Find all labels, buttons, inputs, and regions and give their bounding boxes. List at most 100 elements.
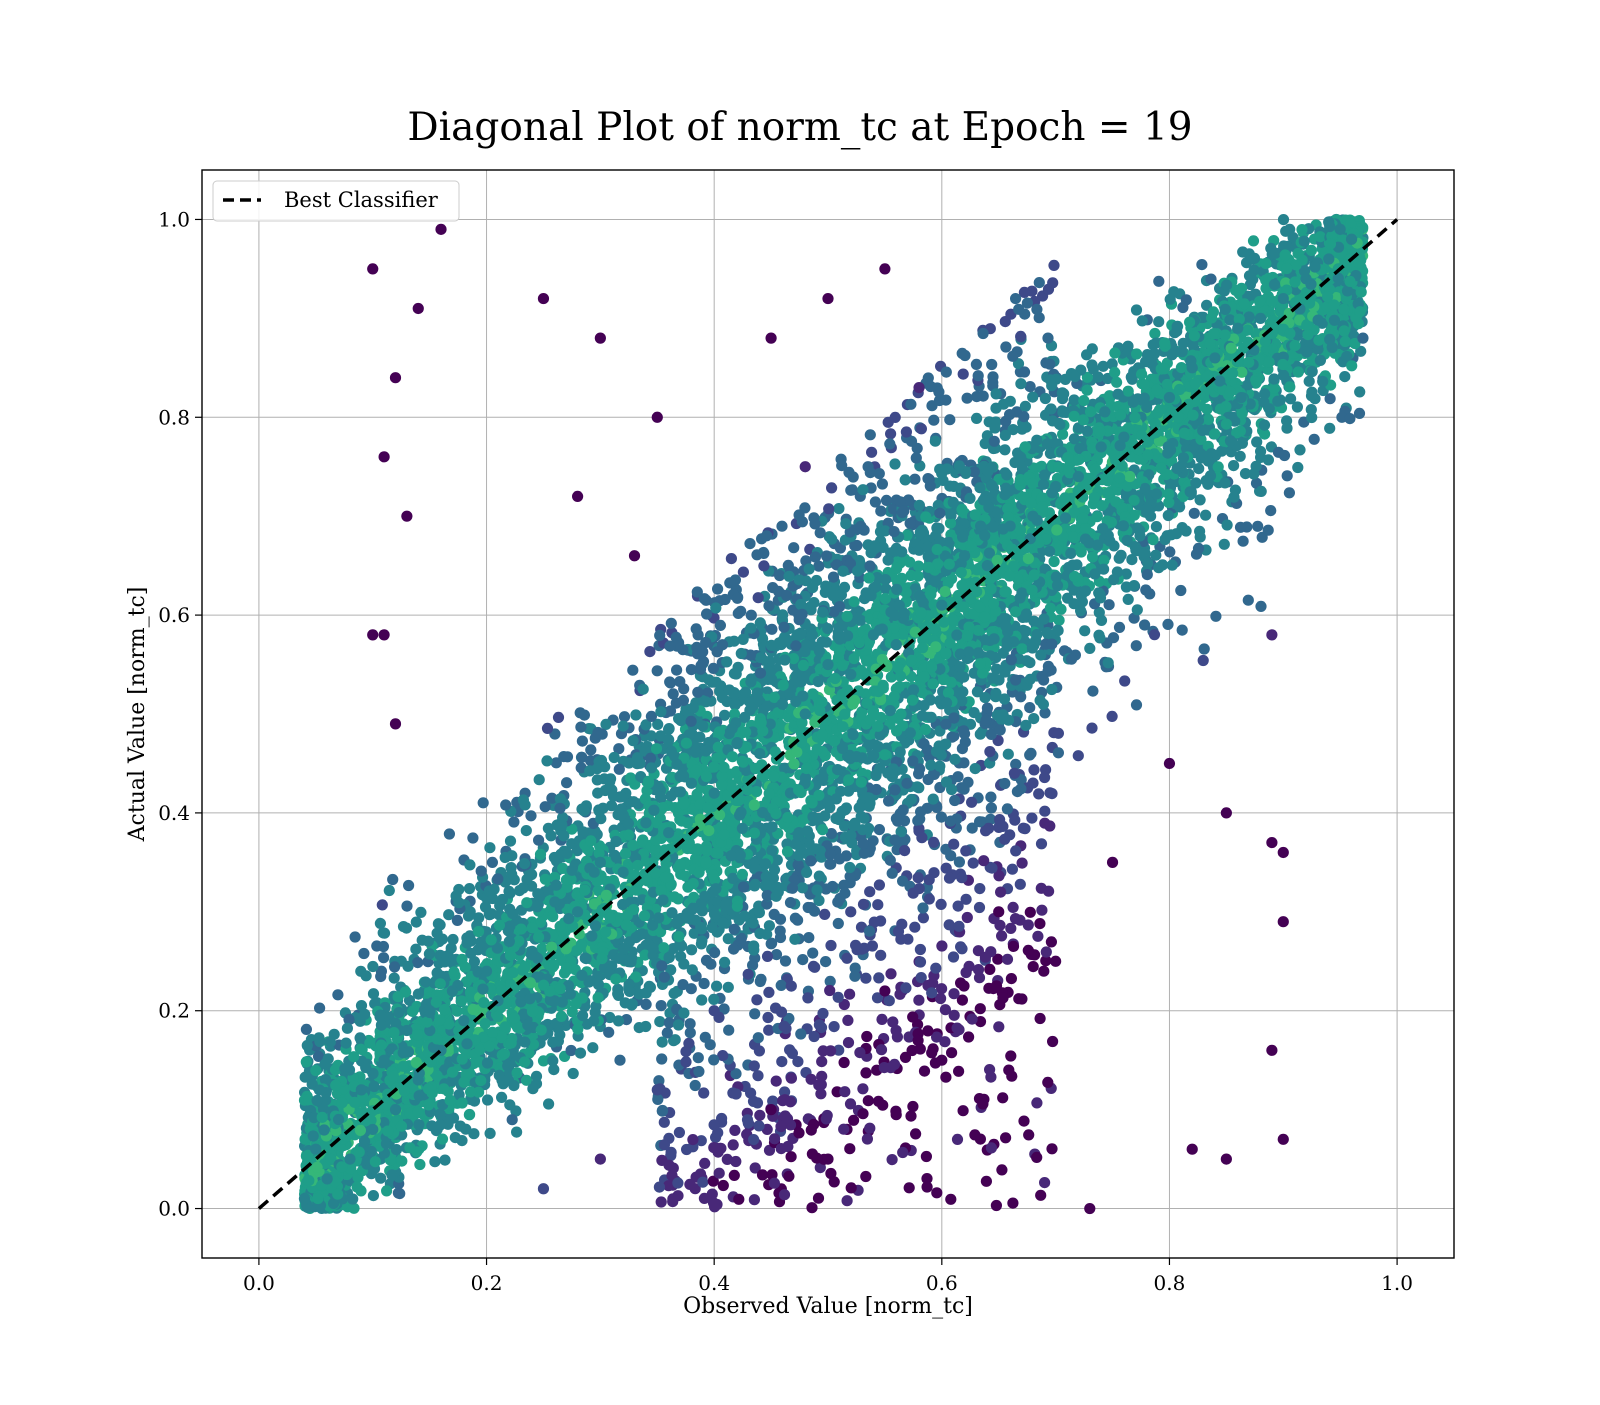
scatter-point: [909, 474, 920, 485]
scatter-point: [450, 1132, 461, 1143]
scatter-point: [897, 876, 908, 887]
scatter-point: [729, 1125, 740, 1136]
scatter-point: [885, 855, 896, 866]
scatter-point: [482, 1094, 493, 1105]
scatter-point: [839, 1086, 850, 1097]
scatter-point: [952, 771, 963, 782]
scatter-point: [842, 1195, 853, 1206]
scatter-point: [568, 1068, 579, 1079]
scatter-point: [749, 1194, 760, 1205]
scatter-point: [1149, 328, 1160, 339]
scatter-point: [995, 887, 1006, 898]
scatter-point: [1213, 461, 1224, 472]
scatter-point: [1177, 625, 1188, 636]
scatter-point: [861, 1031, 872, 1042]
scatter-point: [754, 928, 765, 939]
scatter-point: [332, 989, 343, 1000]
scatter-point: [1203, 414, 1214, 425]
scatter-point: [906, 794, 917, 805]
scatter-point: [877, 478, 888, 489]
scatter-point: [1040, 393, 1051, 404]
scatter-point: [505, 836, 516, 847]
scatter-point: [860, 1067, 871, 1078]
scatter-point: [684, 1179, 695, 1190]
scatter-point: [576, 752, 587, 763]
scatter-point: [969, 1129, 980, 1140]
scatter-point: [1339, 371, 1350, 382]
scatter-point: [1304, 376, 1315, 387]
scatter-point: [809, 962, 820, 973]
scatter-point: [1248, 235, 1259, 246]
scatter-point: [763, 987, 774, 998]
scatter-point: [865, 429, 876, 440]
scatter-point: [1041, 946, 1052, 957]
scatter-point: [922, 1025, 933, 1036]
scatter-point: [668, 688, 679, 699]
scatter-point: [807, 582, 818, 593]
scatter-point: [839, 1057, 850, 1068]
scatter-point: [1306, 387, 1317, 398]
scatter-point: [975, 729, 986, 740]
scatter-point: [841, 953, 852, 964]
scatter-point: [1278, 214, 1289, 225]
scatter-point: [585, 744, 596, 755]
scatter-point: [541, 755, 552, 766]
scatter-point: [993, 1021, 1004, 1032]
scatter-point: [953, 921, 964, 932]
scatter-point: [1006, 1071, 1017, 1082]
scatter-point: [944, 414, 955, 425]
scatter-point: [686, 944, 697, 955]
scatter-point: [985, 792, 996, 803]
scatter-point: [525, 810, 536, 821]
scatter-point: [910, 1128, 921, 1139]
scatter-point: [870, 496, 881, 507]
scatter-point: [1175, 585, 1186, 596]
scatter-point: [1107, 711, 1118, 722]
scatter-point: [1053, 747, 1064, 758]
scatter-point: [753, 592, 764, 603]
scatter-point: [907, 1011, 918, 1022]
scatter-point: [1034, 918, 1045, 929]
scatter-point: [769, 909, 780, 920]
scatter-point: [820, 956, 831, 967]
scatter-point: [946, 1047, 957, 1058]
scatter-point: [693, 1052, 704, 1063]
scatter-point: [628, 735, 639, 746]
scatter-point: [1132, 604, 1143, 615]
scatter-point: [1294, 444, 1305, 455]
scatter-point: [724, 577, 735, 588]
scatter-point: [754, 1045, 765, 1056]
scatter-point: [1153, 276, 1164, 287]
scatter-point: [785, 897, 796, 908]
scatter-point: [549, 852, 560, 863]
scatter-point: [709, 947, 720, 958]
scatter-point: [1309, 434, 1320, 445]
scatter-point: [1065, 548, 1076, 559]
scatter-point: [614, 1055, 625, 1066]
scatter-point: [487, 857, 498, 868]
scatter-point: [816, 1056, 827, 1067]
scatter-point: [807, 630, 818, 641]
scatter-point: [1023, 919, 1034, 930]
scatter-point: [1119, 675, 1130, 686]
scatter-point: [1026, 813, 1037, 824]
scatter-point: [873, 972, 884, 983]
scatter-point: [1055, 604, 1066, 615]
scatter-point: [989, 422, 1000, 433]
scatter-point: [922, 1181, 933, 1192]
scatter-point: [402, 961, 413, 972]
scatter-point: [1020, 401, 1031, 412]
scatter-point: [1292, 401, 1303, 412]
scatter-point: [478, 797, 489, 808]
scatter-point: [485, 1128, 496, 1139]
scatter-point: [439, 1155, 450, 1166]
scatter-point: [986, 1142, 997, 1153]
chart-title: Diagonal Plot of norm_tc at Epoch = 19: [407, 105, 1192, 150]
scatter-point: [592, 788, 603, 799]
scatter-point: [350, 931, 361, 942]
scatter-point: [915, 956, 926, 967]
scatter-point: [1193, 463, 1204, 474]
scatter-point: [996, 1164, 1007, 1175]
scatter-point: [1010, 293, 1021, 304]
